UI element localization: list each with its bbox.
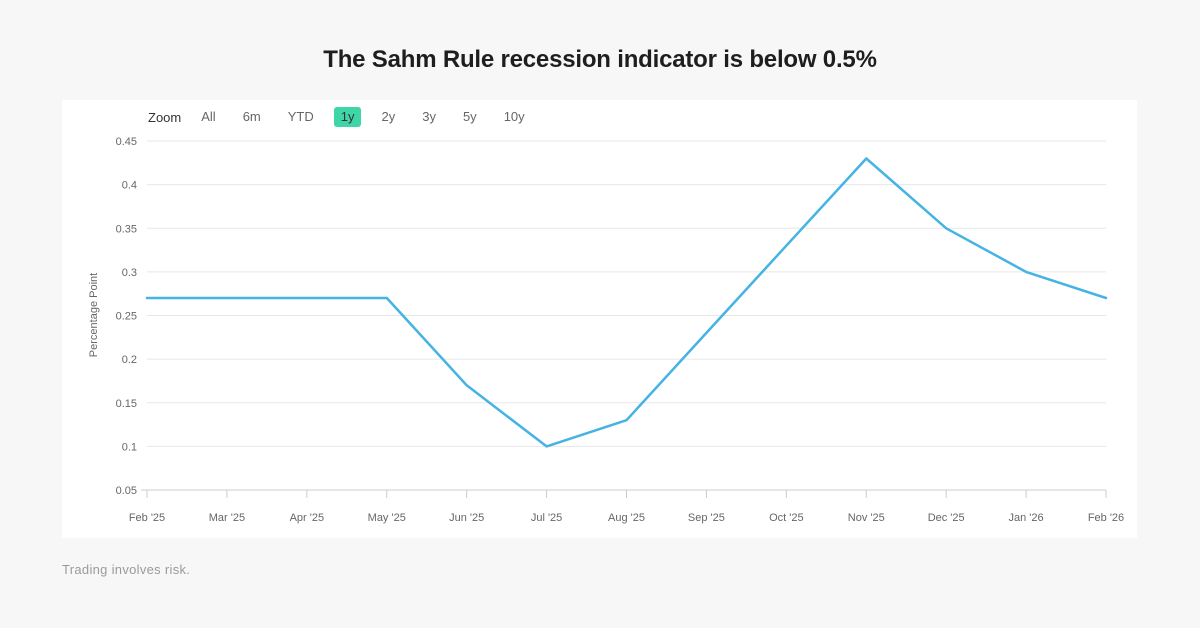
- y-axis-tick-label: 0.4: [122, 180, 137, 192]
- line-chart[interactable]: 0.05 0.1 0.15 0.2 0.25 0.3 0.35 0.4 0.45 Feb '25 M…: [62, 100, 1137, 538]
- zoom-toolbar-label: Zoom: [148, 109, 182, 125]
- y-axis-tick-label: 0.25: [116, 311, 137, 323]
- disclaimer-text: Trading involves risk.: [62, 562, 191, 577]
- x-axis-tick-label: Aug '25: [608, 512, 645, 524]
- y-axis-tick-label: 0.35: [116, 223, 137, 235]
- x-axis-tick-label: Nov '25: [848, 512, 885, 524]
- zoom-button-ytd[interactable]: YTD: [287, 109, 314, 124]
- x-axis-tick-label: May '25: [368, 512, 406, 524]
- y-axis-tick-label: 0.1: [122, 441, 137, 453]
- y-axis-tick-label: 0.05: [116, 485, 137, 497]
- zoom-button-6m[interactable]: 6m: [242, 109, 261, 124]
- zoom-button-1y[interactable]: 1y: [333, 107, 362, 127]
- sahm-rule-series-line: [145, 157, 1108, 448]
- x-axis-tick-label: Jul '25: [531, 512, 562, 524]
- zoom-button-all[interactable]: All: [201, 109, 216, 124]
- zoom-button-3y[interactable]: 3y: [422, 109, 436, 124]
- y-axis-tick-label: 0.2: [122, 354, 137, 366]
- page-title: The Sahm Rule recession indicator is bel…: [323, 46, 877, 73]
- zoom-toolbar: Zoom All 6m YTD 1y 2y 3y 5y 10y: [148, 107, 532, 127]
- x-axis-tick-label: Dec '25: [928, 512, 965, 524]
- x-axis-tick-label: Oct '25: [769, 512, 804, 524]
- x-axis-tick-label: Apr '25: [290, 512, 325, 524]
- y-axis-tick-label: 0.3: [122, 267, 137, 279]
- x-axis-tick-label: Mar '25: [209, 512, 245, 524]
- x-axis-tick-label: Sep '25: [688, 512, 725, 524]
- zoom-buttons: All 6m YTD 1y 2y 3y 5y 10y: [194, 107, 531, 127]
- zoom-button-5y[interactable]: 5y: [462, 109, 477, 124]
- y-axis-tick-label: 0.45: [116, 136, 137, 148]
- x-axis-tick-label: Feb '26: [1088, 512, 1124, 524]
- x-axis-tick-label: Feb '25: [129, 512, 165, 524]
- x-axis-tick-label: Jan '26: [1009, 512, 1044, 524]
- chart-card: Zoom All 6m YTD 1y 2y 3y 5y 10y Percentage Poin…: [62, 100, 1137, 538]
- zoom-button-2y[interactable]: 2y: [381, 109, 396, 124]
- y-axis-tick-label: 0.15: [116, 398, 137, 410]
- zoom-button-10y[interactable]: 10y: [503, 109, 525, 124]
- x-axis-tick-label: Jun '25: [449, 512, 484, 524]
